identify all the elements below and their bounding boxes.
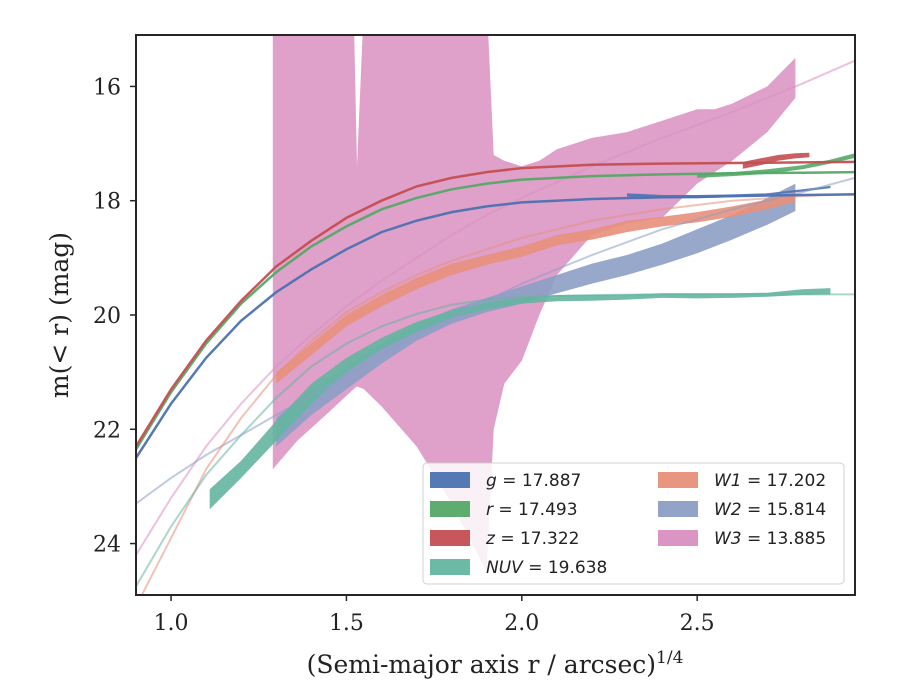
- legend-label-nuv: NUV = 19.638: [486, 558, 607, 578]
- band-g: [627, 185, 831, 199]
- series-bands: [209, 35, 855, 573]
- legend-swatch-w1: [658, 472, 698, 488]
- legend: g = 17.887 r = 17.493 z = 17.322 NUV = 19.6…: [422, 462, 845, 585]
- x-tick-label: 1.5: [329, 611, 364, 636]
- model-line-w3: [136, 59, 855, 556]
- model-line-w1: [140, 192, 855, 595]
- model-line-r: [136, 170, 855, 450]
- y-tick-label: 22: [93, 418, 121, 443]
- band-w1: [276, 192, 796, 384]
- x-tick-label: 2.0: [504, 611, 539, 636]
- band-z: [742, 152, 810, 169]
- y-axis-ticks: 16 18 20 22 24: [93, 75, 136, 558]
- legend-label-w1: W1 = 17.202: [714, 471, 826, 491]
- legend-swatch-w2: [658, 501, 698, 517]
- legend-swatch-g: [430, 472, 470, 488]
- band-w2: [276, 183, 796, 447]
- y-axis-label: m(< r) (mag): [45, 232, 74, 398]
- legend-swatch-nuv: [430, 559, 470, 575]
- model-line-nuv: [136, 293, 855, 587]
- y-tick-label: 18: [93, 190, 121, 215]
- series-model-lines: [136, 59, 855, 595]
- legend-label-z: z = 17.322: [485, 529, 579, 549]
- x-axis-label: (Semi-major axis r / arcsec)1/4: [307, 648, 684, 679]
- band-r: [697, 153, 855, 178]
- x-tick-label: 2.5: [680, 611, 715, 636]
- model-line-z: [136, 160, 855, 448]
- legend-label-g: g = 17.887: [486, 471, 581, 491]
- legend-swatch-z: [430, 530, 470, 546]
- legend-swatch-w3: [658, 530, 698, 546]
- legend-box: [422, 462, 845, 585]
- y-tick-label: 20: [93, 304, 121, 329]
- band-w3: [272, 35, 796, 573]
- y-tick-label: 16: [93, 75, 121, 100]
- legend-swatch-r: [430, 501, 470, 517]
- model-line-g: [136, 193, 855, 459]
- model-line-w2: [136, 176, 855, 505]
- x-tick-label: 1.0: [154, 611, 189, 636]
- x-axis-ticks: 1.0 1.5 2.0 2.5: [154, 595, 715, 636]
- legend-label-w3: W3 = 13.885: [714, 529, 826, 549]
- y-tick-label: 24: [93, 533, 121, 558]
- legend-label-r: r = 17.493: [486, 500, 578, 520]
- legend-label-w2: W2 = 15.814: [714, 500, 826, 520]
